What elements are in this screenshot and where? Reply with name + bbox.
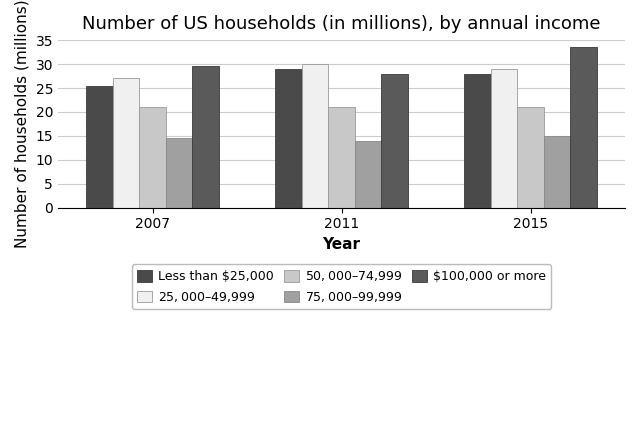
Bar xyxy=(328,107,355,208)
Bar xyxy=(570,47,596,208)
Bar xyxy=(166,138,192,208)
Bar xyxy=(355,141,381,208)
Bar xyxy=(140,107,166,208)
Legend: Less than $25,000, $25,000–$49,999, $50,000–$74,999, $75,000–$99,999, $100,000 o: Less than $25,000, $25,000–$49,999, $50,… xyxy=(132,264,552,309)
Bar xyxy=(465,74,491,208)
Bar xyxy=(381,74,408,208)
Bar xyxy=(544,136,570,208)
Y-axis label: Number of households (millions): Number of households (millions) xyxy=(15,0,30,248)
Bar xyxy=(113,78,140,208)
Bar xyxy=(302,64,328,208)
X-axis label: Year: Year xyxy=(323,237,360,252)
Bar xyxy=(192,67,219,208)
Bar xyxy=(275,69,302,208)
Bar xyxy=(86,85,113,208)
Bar xyxy=(491,69,517,208)
Title: Number of US households (in millions), by annual income: Number of US households (in millions), b… xyxy=(83,15,601,33)
Bar xyxy=(517,107,544,208)
